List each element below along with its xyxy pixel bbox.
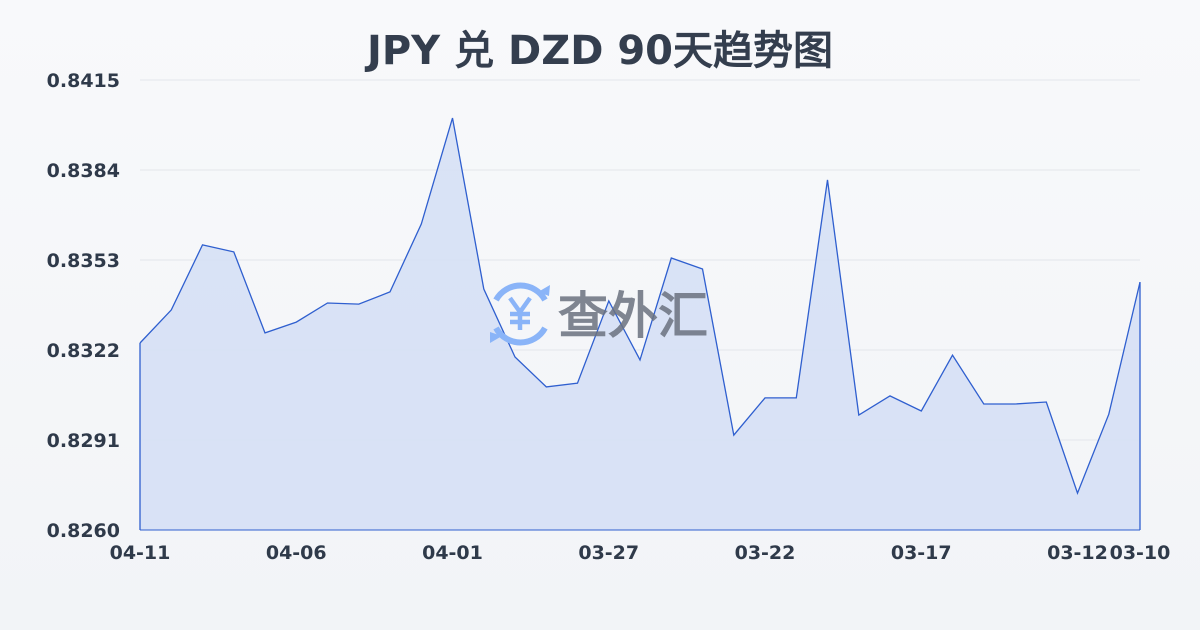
x-tick-label: 04-11 (110, 542, 171, 564)
y-tick-label: 0.8260 (47, 520, 120, 542)
y-tick-label: 0.8291 (47, 430, 120, 452)
x-tick-label: 03-27 (578, 542, 639, 564)
y-tick-label: 0.8415 (47, 70, 120, 92)
x-tick-label: 04-06 (266, 542, 327, 564)
area-fill (140, 118, 1140, 530)
x-tick-label: 03-10 (1110, 542, 1171, 564)
chart-title: JPY 兑 DZD 90天趋势图 (366, 28, 833, 74)
yen-exchange-icon (490, 282, 550, 346)
y-tick-label: 0.8322 (47, 340, 120, 362)
watermark-text: 查外汇 (558, 287, 708, 345)
y-tick-label: 0.8384 (47, 160, 120, 182)
x-tick-label: 03-22 (735, 542, 796, 564)
x-tick-label: 03-12 (1047, 542, 1108, 564)
y-tick-label: 0.8353 (47, 250, 120, 272)
x-tick-label: 03-17 (891, 542, 952, 564)
series-line (139, 117, 1141, 495)
watermark: 查外汇 (490, 282, 708, 346)
x-tick-label: 04-01 (422, 542, 483, 564)
